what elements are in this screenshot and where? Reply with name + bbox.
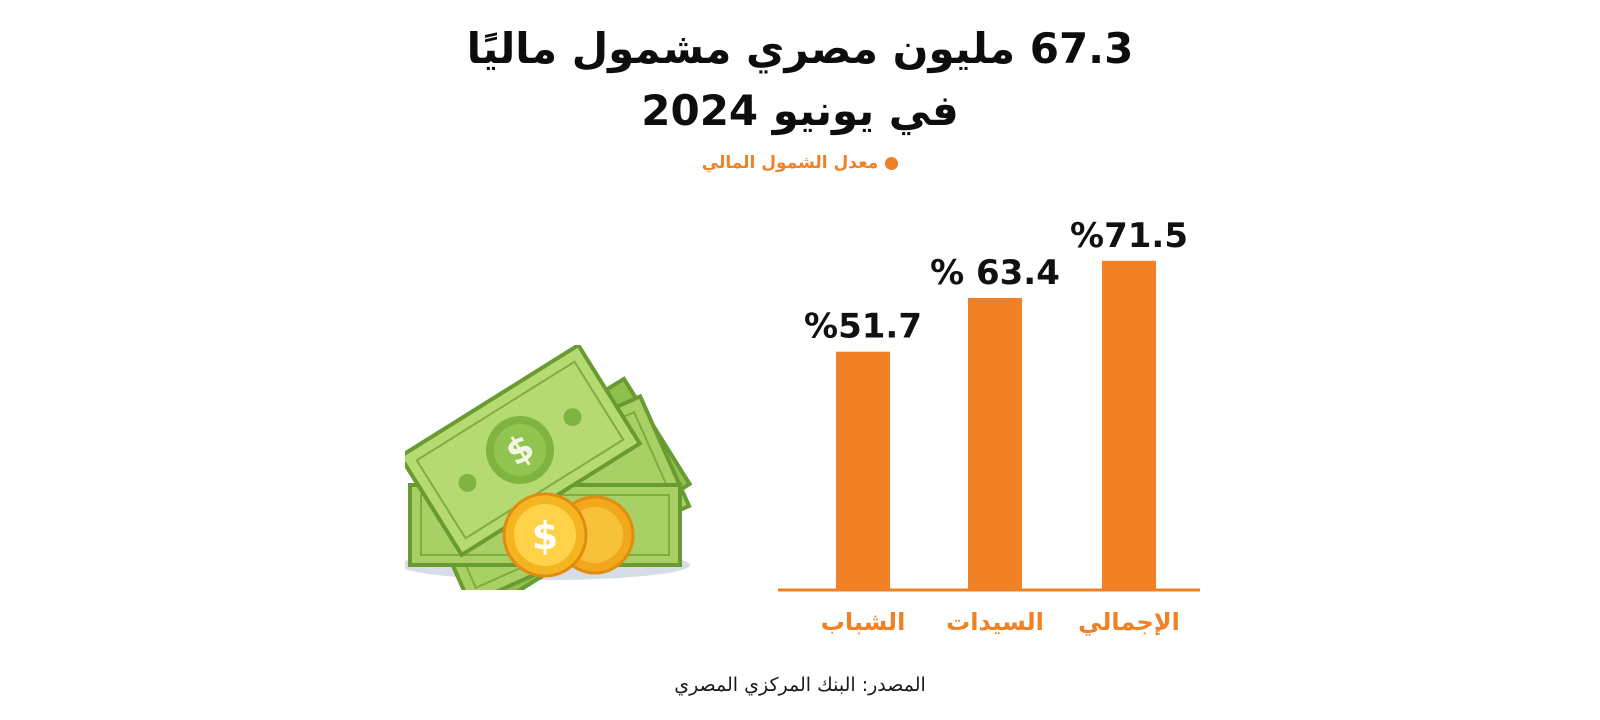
category-label-3: الإجمالي [1078,608,1180,636]
bar-1 [836,351,890,589]
money-cash-coins-icon: $ $ [405,345,693,590]
bar-3 [1102,260,1156,589]
title-line-1: 67.3 مليون مصري مشمول ماليًا [466,24,1134,73]
title-line-2: في يونيو 2024 [641,86,959,135]
legend-marker [885,156,899,170]
category-label-2: السيدات [946,608,1044,636]
value-label-3: %71.5 [1070,216,1188,256]
value-label-2: % 63.4 [930,253,1060,293]
legend-label: معدل الشمول المالي [701,153,879,173]
value-label-1: %51.7 [804,307,922,347]
category-label-1: الشباب [821,608,906,636]
bar-2 [968,297,1022,589]
coin-dollar-symbol: $ [532,514,558,558]
chart-title: 67.3 مليون مصري مشمول ماليًا في يونيو 20… [0,18,1600,142]
legend: معدل الشمول المالي [0,153,1600,173]
source-note: المصدر: البنك المركزي المصري [674,674,926,696]
